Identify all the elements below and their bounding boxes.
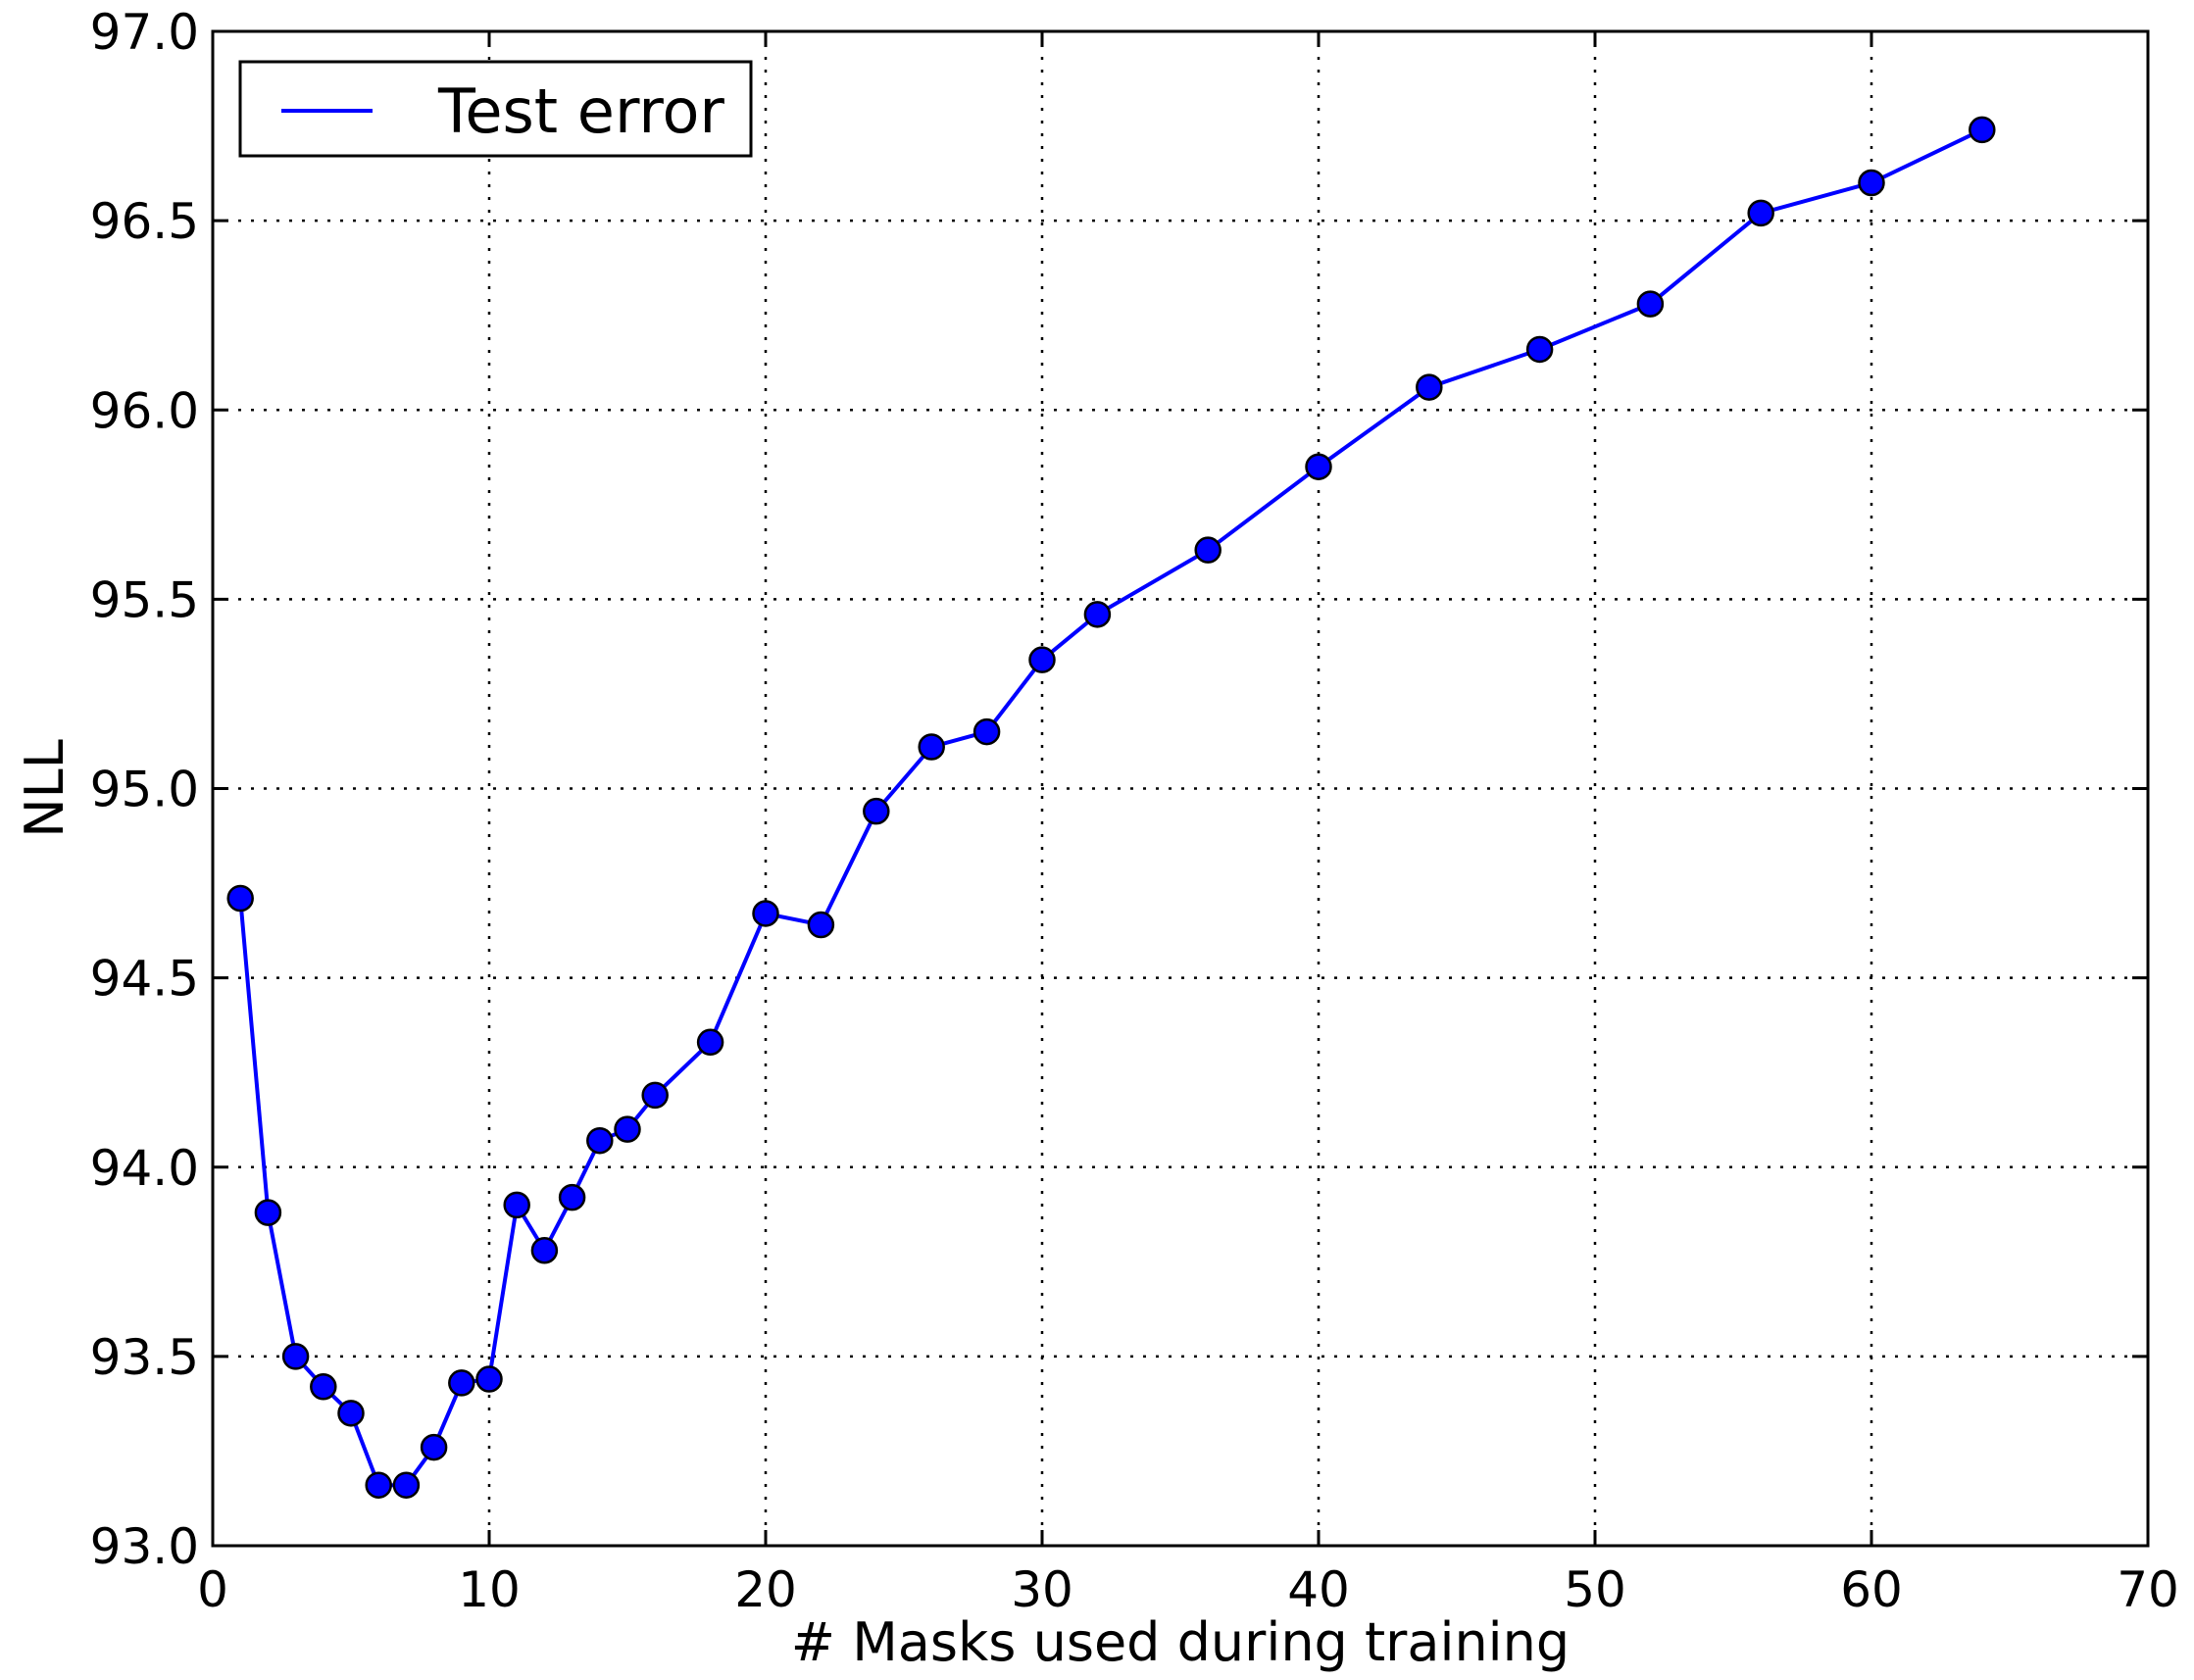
y-tick-label: 96.0	[90, 382, 199, 439]
y-tick-label: 93.5	[90, 1329, 199, 1386]
data-point	[226, 884, 254, 913]
data-point	[448, 1369, 475, 1397]
data-point	[1083, 601, 1112, 628]
y-tick-label: 97.0	[90, 4, 199, 61]
data-point	[1858, 169, 1885, 197]
data-point	[558, 1183, 586, 1211]
data-point	[752, 900, 779, 927]
data-point	[1028, 646, 1056, 673]
data-point	[863, 797, 890, 825]
data-point	[337, 1400, 365, 1427]
data-point	[1969, 116, 1996, 144]
data-point	[696, 1028, 724, 1057]
data-point	[392, 1471, 421, 1499]
x-axis-label: # Masks used during training	[791, 1611, 1570, 1673]
data-point	[1525, 335, 1554, 364]
data-point	[310, 1373, 337, 1401]
grid-lines	[213, 31, 2148, 1546]
x-tick-label: 30	[1011, 1561, 1073, 1618]
data-point	[503, 1191, 530, 1219]
x-tick-label: 60	[1840, 1561, 1903, 1618]
data-point	[281, 1343, 310, 1370]
data-point	[1194, 536, 1222, 564]
x-tick-label: 50	[1564, 1561, 1626, 1618]
data-point	[1747, 199, 1774, 227]
data-point	[1636, 290, 1665, 318]
legend: Test error	[238, 60, 753, 158]
data-point	[918, 733, 945, 761]
y-axis-label: NLL	[14, 739, 75, 838]
data-point	[807, 911, 835, 939]
series-layer	[226, 116, 1996, 1499]
data-point	[254, 1199, 282, 1226]
data-point	[1305, 453, 1332, 480]
y-tick-label: 94.5	[90, 951, 199, 1008]
data-point	[641, 1081, 669, 1110]
data-point	[365, 1471, 392, 1499]
y-tick-label: 96.5	[90, 193, 199, 250]
data-point	[586, 1126, 614, 1155]
plot-frame	[211, 29, 2150, 1548]
y-tick-label: 95.0	[90, 762, 199, 818]
data-point	[420, 1433, 448, 1461]
data-point	[972, 717, 1001, 746]
legend-label-test-error: Test error	[437, 75, 724, 147]
x-tick-label: 10	[458, 1561, 521, 1618]
x-tick-label: 70	[2117, 1561, 2179, 1618]
data-point	[475, 1365, 503, 1393]
data-point	[530, 1236, 559, 1264]
y-tick-label: 94.0	[90, 1140, 199, 1197]
x-tick-label: 20	[734, 1561, 797, 1618]
y-tick-label: 93.0	[90, 1518, 199, 1575]
data-point	[1416, 373, 1443, 401]
x-tick-label: 0	[197, 1561, 228, 1618]
data-point	[614, 1115, 641, 1143]
x-tick-label: 40	[1287, 1561, 1350, 1618]
y-tick-label: 95.5	[90, 571, 199, 628]
tick-labels: 0 10 20 30 40 50 60 70 93.0 93.5 94.0 94.5 95.0 95.5 9…	[90, 4, 2179, 1618]
